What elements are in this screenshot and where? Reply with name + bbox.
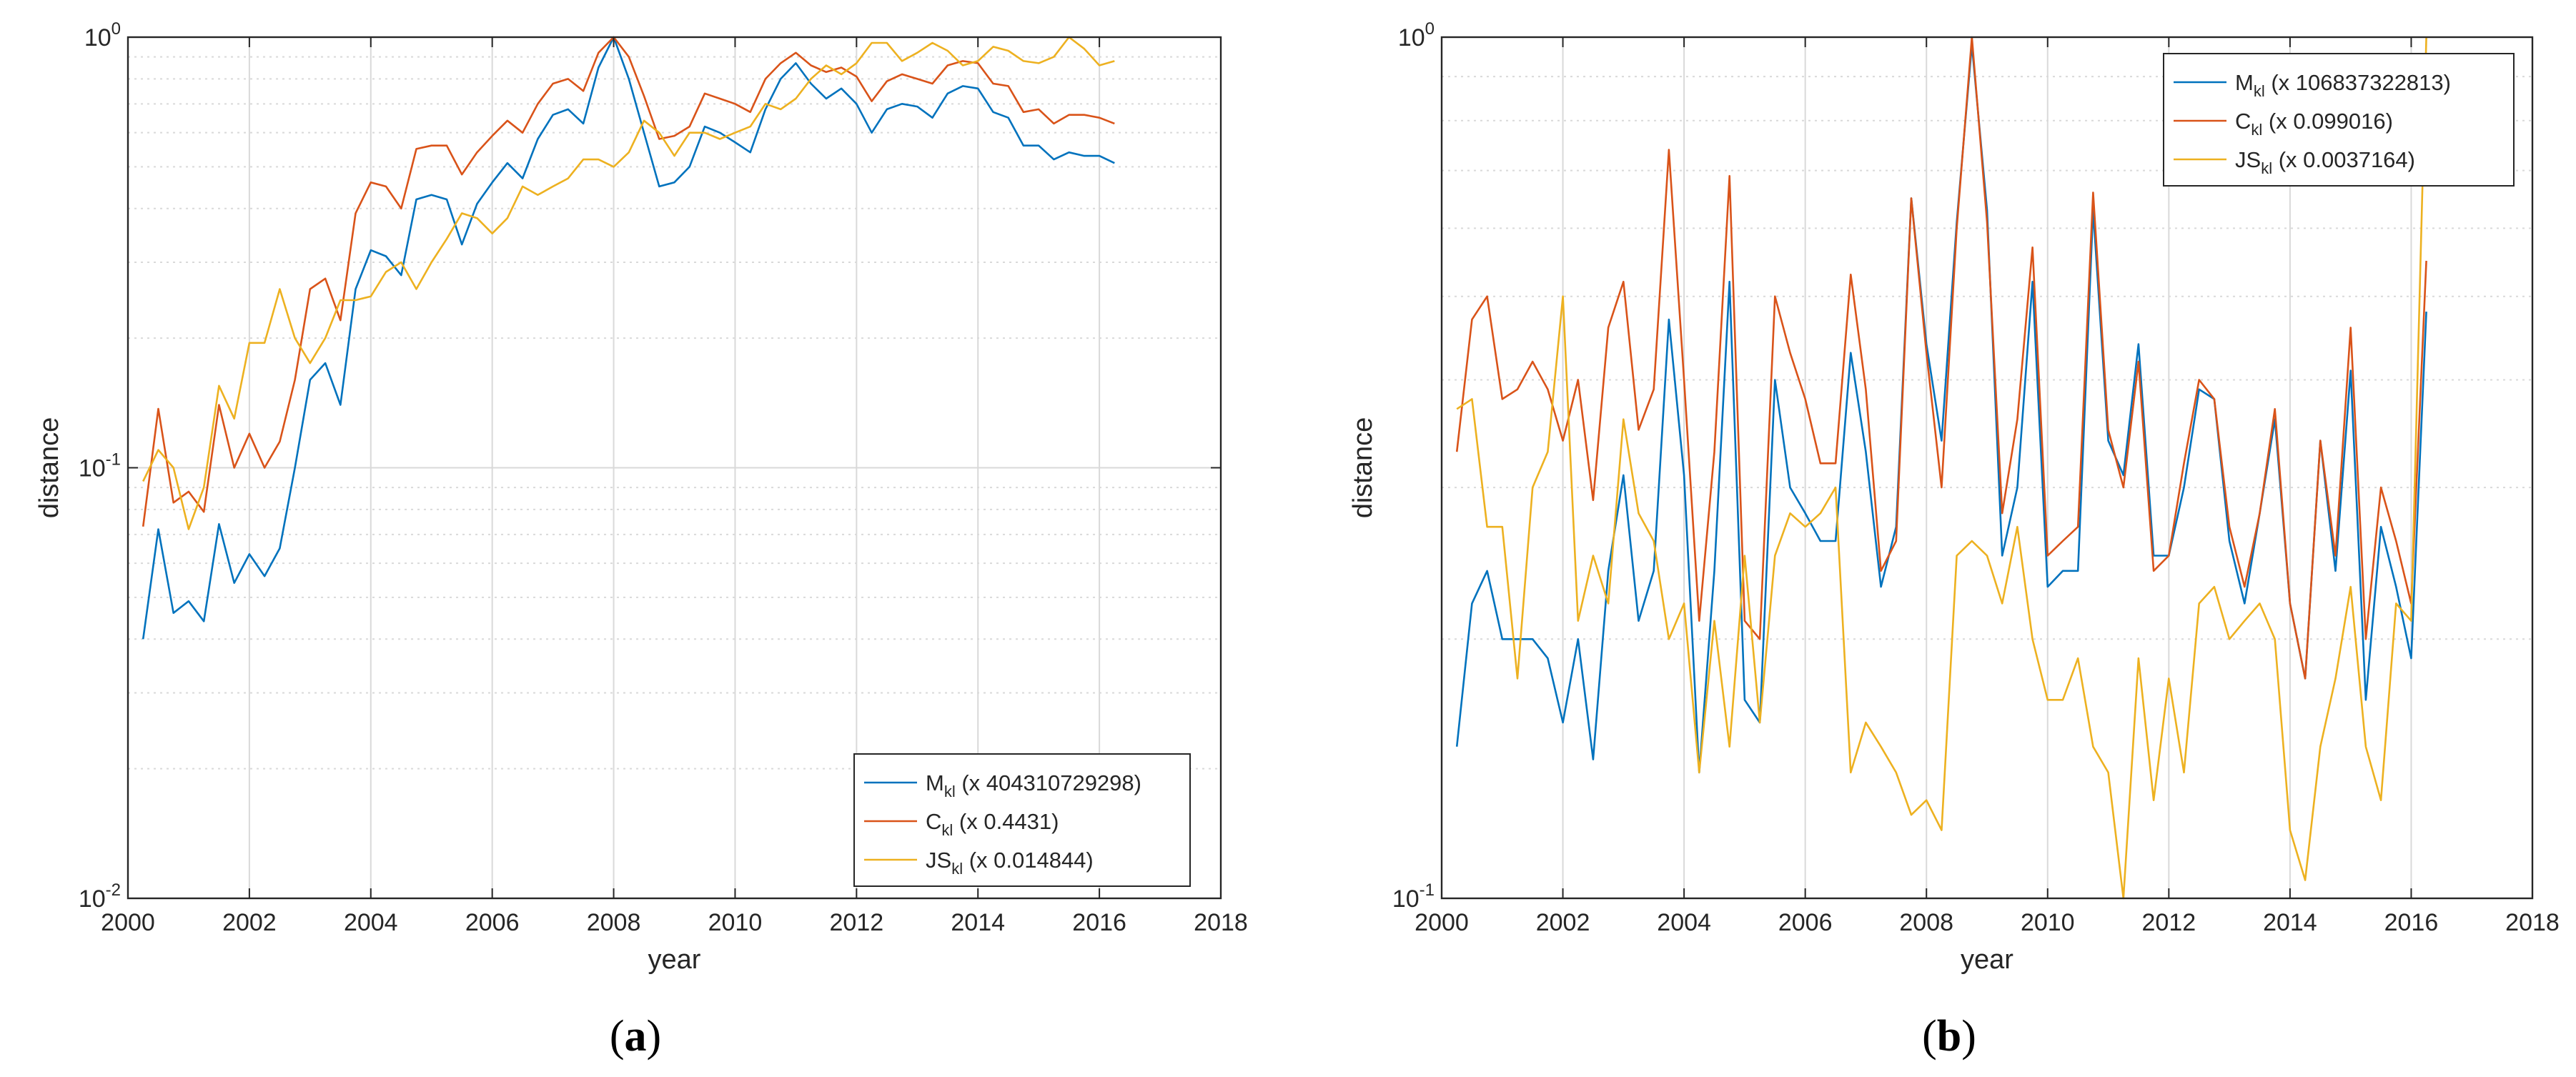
x-tick-label: 2004: [1657, 909, 1711, 936]
x-tick-label: 2018: [1194, 909, 1248, 936]
axes-box: [1440, 36, 2534, 900]
legend-label-m: Mkl (x 404310729298): [926, 770, 1141, 800]
x-tick-label: 2018: [2505, 909, 2560, 936]
legend-label-js: JSkl (x 0.0037164): [2235, 147, 2415, 177]
series-line-js: [142, 36, 1115, 530]
x-tick-label: 2004: [344, 909, 398, 936]
x-tick-label: 2008: [1899, 909, 1953, 936]
x-tick-label: 2006: [1778, 909, 1833, 936]
x-axis-label: year: [1961, 945, 2013, 975]
y-tick-label: 10-2: [79, 880, 121, 913]
x-tick-label: 2014: [2263, 909, 2317, 936]
legend-label-m: Mkl (x 106837322813): [2235, 70, 2451, 100]
x-tick-label: 2016: [1072, 909, 1126, 936]
series-line-js: [1456, 36, 2427, 900]
x-tick-label: 2000: [1415, 909, 1469, 936]
x-tick-label: 2008: [587, 909, 641, 936]
y-axis-label: distance: [1348, 417, 1378, 519]
x-tick-label: 2010: [2021, 909, 2075, 936]
legend-label-c: Ckl (x 0.4431): [926, 809, 1059, 839]
y-tick-label: 100: [1398, 19, 1435, 51]
legend-box: [2163, 53, 2515, 187]
legend-label-js: JSkl (x 0.014844): [926, 848, 1094, 878]
x-tick-label: 2006: [465, 909, 520, 936]
series-line-c: [1455, 36, 2427, 680]
x-tick-label: 2016: [2384, 909, 2439, 936]
chart-a: 2000 2002 2004 2006 2008 2010 2012 2014 2016 2018…: [34, 19, 1248, 1061]
chart-b: 2000 2002 2004 2006 2008 2010 2012 2014 2016 2018…: [1348, 19, 2560, 1061]
x-tick-label: 2002: [222, 909, 277, 936]
subfigure-caption: (b): [1922, 1012, 1976, 1061]
y-tick-label: 10-1: [79, 450, 121, 482]
x-tick-label: 2000: [101, 909, 155, 936]
x-axis-label: year: [648, 945, 701, 975]
y-axis-label: distance: [34, 417, 64, 519]
subfigure-caption: (a): [610, 1012, 661, 1061]
x-tick-label: 2002: [1536, 909, 1590, 936]
legend-box: [853, 753, 1191, 887]
x-tick-label: 2012: [2142, 909, 2196, 936]
x-tick-label: 2012: [830, 909, 884, 936]
y-tick-label: 10-1: [1392, 880, 1435, 913]
x-tick-label: 2014: [951, 909, 1005, 936]
series-line-m: [142, 36, 1115, 640]
series-line-c: [142, 36, 1115, 527]
legend-label-c: Ckl (x 0.099016): [2235, 109, 2393, 139]
x-tick-label: 2010: [708, 909, 763, 936]
y-tick-label: 100: [84, 19, 121, 51]
